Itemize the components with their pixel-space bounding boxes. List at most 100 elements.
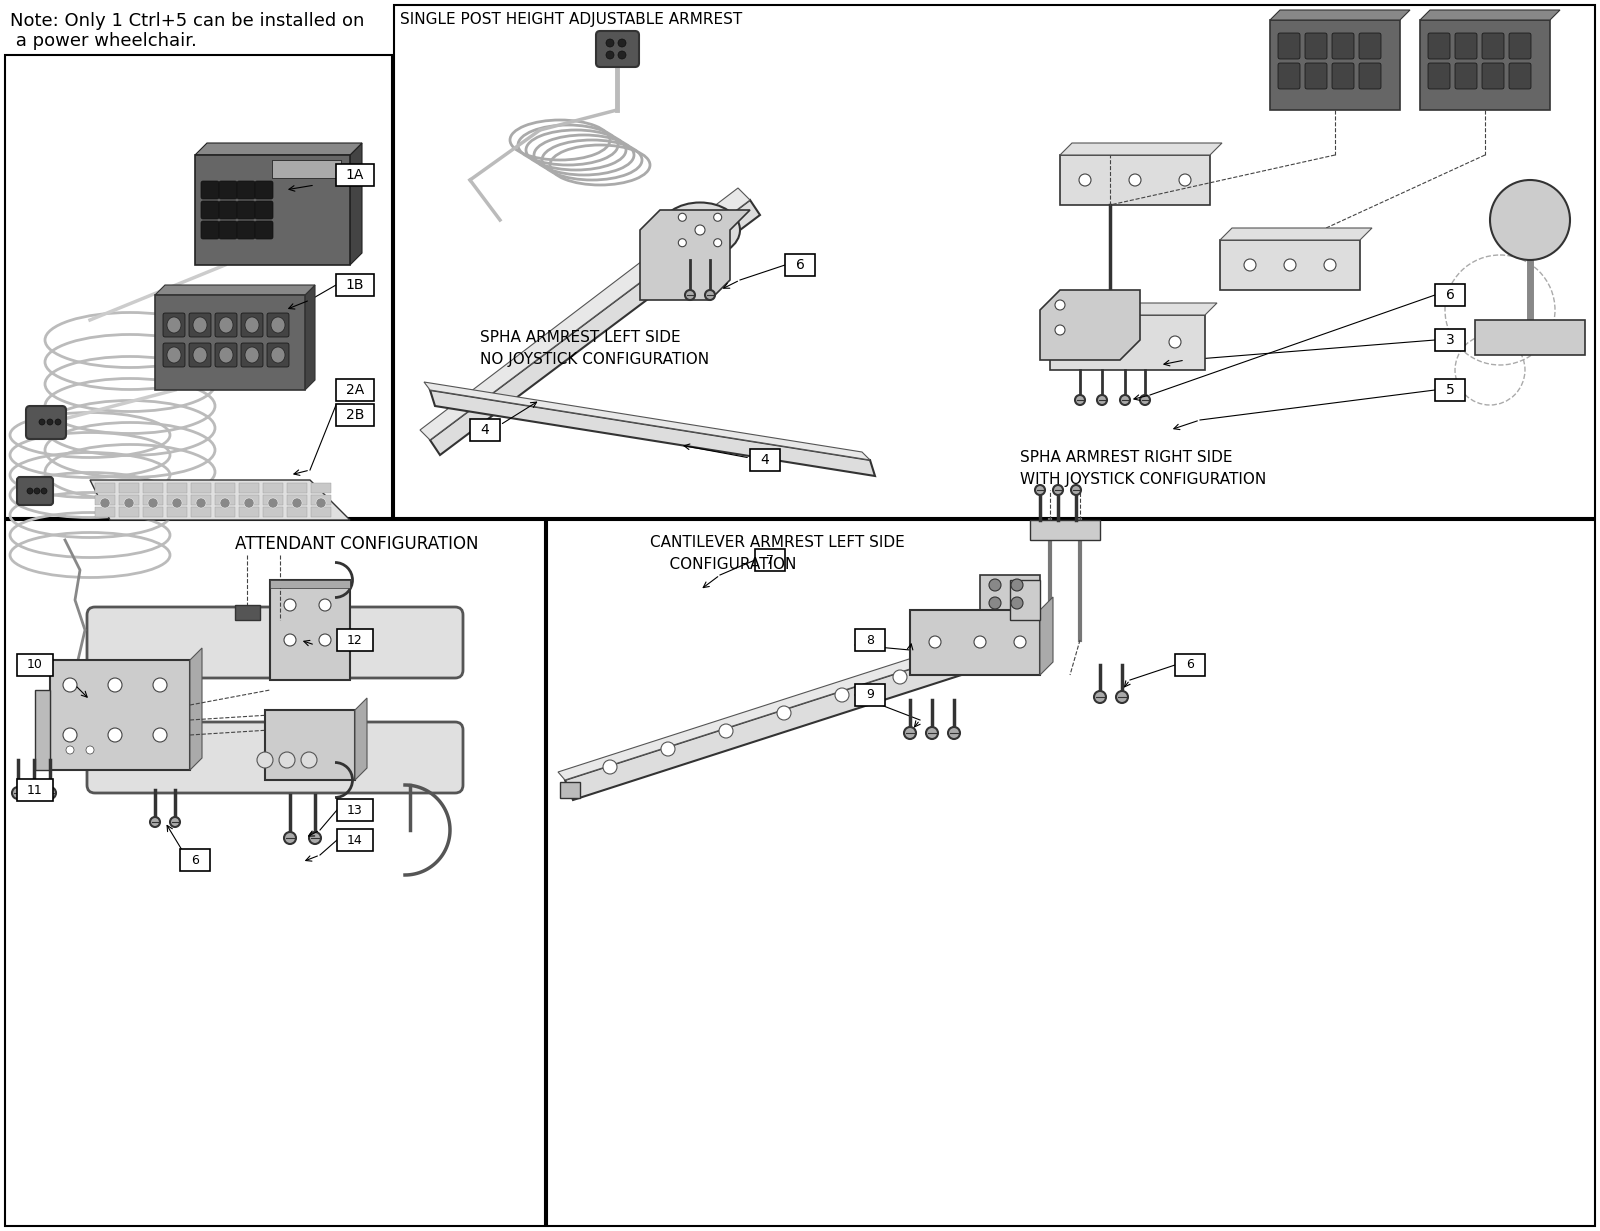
Bar: [338, 799, 373, 821]
Bar: [338, 828, 373, 851]
FancyBboxPatch shape: [1306, 33, 1326, 59]
Circle shape: [1245, 259, 1256, 271]
Circle shape: [1014, 636, 1026, 648]
Circle shape: [258, 752, 274, 768]
Circle shape: [147, 499, 158, 508]
FancyBboxPatch shape: [254, 181, 274, 199]
Circle shape: [835, 688, 850, 702]
Circle shape: [685, 291, 694, 300]
Bar: [1030, 519, 1101, 540]
Bar: [166, 495, 187, 505]
Text: 10: 10: [27, 659, 43, 671]
Bar: [755, 549, 786, 571]
Bar: [1435, 329, 1466, 351]
Polygon shape: [350, 143, 362, 265]
Text: 2B: 2B: [346, 407, 365, 422]
Bar: [190, 483, 211, 492]
Circle shape: [1118, 336, 1131, 348]
Circle shape: [269, 499, 278, 508]
Circle shape: [42, 487, 46, 494]
FancyBboxPatch shape: [26, 406, 66, 439]
FancyBboxPatch shape: [1278, 33, 1299, 59]
Circle shape: [38, 419, 45, 425]
Ellipse shape: [270, 347, 285, 363]
Text: 5: 5: [1446, 383, 1454, 398]
Polygon shape: [306, 286, 315, 390]
Bar: [262, 483, 283, 492]
FancyBboxPatch shape: [1482, 63, 1504, 89]
Polygon shape: [558, 632, 1000, 780]
Circle shape: [318, 599, 331, 611]
Text: 2A: 2A: [346, 383, 365, 398]
Text: CANTILEVER ARMREST LEFT SIDE: CANTILEVER ARMREST LEFT SIDE: [650, 535, 904, 550]
FancyBboxPatch shape: [1306, 63, 1326, 89]
Text: 6: 6: [190, 853, 198, 867]
FancyBboxPatch shape: [214, 313, 237, 337]
Bar: [18, 779, 53, 801]
Text: a power wheelchair.: a power wheelchair.: [10, 32, 197, 50]
Bar: [854, 629, 885, 651]
Circle shape: [904, 728, 915, 739]
Bar: [470, 419, 499, 441]
Bar: [310, 483, 331, 492]
Circle shape: [170, 817, 179, 827]
Text: SINGLE POST HEIGHT ADJUSTABLE ARMREST: SINGLE POST HEIGHT ADJUSTABLE ARMREST: [400, 12, 742, 27]
Bar: [235, 604, 259, 620]
Circle shape: [99, 499, 110, 508]
Circle shape: [13, 787, 24, 799]
Circle shape: [1069, 336, 1082, 348]
Circle shape: [34, 487, 40, 494]
Circle shape: [714, 239, 722, 246]
Polygon shape: [424, 382, 870, 460]
Circle shape: [989, 597, 1002, 609]
Bar: [750, 449, 781, 471]
Bar: [854, 684, 885, 707]
Bar: [94, 483, 115, 492]
FancyBboxPatch shape: [1454, 33, 1477, 59]
Text: 4: 4: [480, 423, 490, 437]
Circle shape: [109, 728, 122, 742]
Bar: [270, 580, 350, 680]
Bar: [142, 483, 163, 492]
Circle shape: [1325, 259, 1336, 271]
Circle shape: [66, 746, 74, 755]
Bar: [5, 55, 392, 518]
Circle shape: [62, 678, 77, 692]
Bar: [214, 483, 235, 492]
FancyBboxPatch shape: [237, 222, 254, 239]
FancyBboxPatch shape: [202, 222, 219, 239]
FancyBboxPatch shape: [163, 313, 186, 337]
Circle shape: [46, 419, 53, 425]
Bar: [310, 507, 331, 517]
Ellipse shape: [194, 318, 206, 334]
Text: 1B: 1B: [346, 278, 365, 292]
Ellipse shape: [194, 347, 206, 363]
Circle shape: [947, 728, 960, 739]
Bar: [286, 483, 307, 492]
FancyBboxPatch shape: [1509, 33, 1531, 59]
Text: 9: 9: [866, 688, 874, 702]
Polygon shape: [195, 143, 362, 155]
Bar: [1221, 240, 1360, 291]
Ellipse shape: [166, 347, 181, 363]
Circle shape: [278, 752, 294, 768]
Text: 12: 12: [347, 634, 363, 646]
Circle shape: [1011, 579, 1022, 591]
Polygon shape: [35, 691, 50, 771]
FancyBboxPatch shape: [242, 313, 262, 337]
Circle shape: [678, 239, 686, 246]
Circle shape: [221, 499, 230, 508]
Circle shape: [285, 832, 296, 844]
Bar: [1059, 155, 1210, 206]
Circle shape: [62, 728, 77, 742]
Bar: [94, 495, 115, 505]
FancyBboxPatch shape: [254, 201, 274, 219]
Bar: [1475, 320, 1586, 355]
FancyBboxPatch shape: [219, 181, 237, 199]
Circle shape: [926, 728, 938, 739]
Circle shape: [1490, 180, 1570, 260]
Bar: [266, 710, 355, 780]
Circle shape: [618, 50, 626, 59]
Bar: [155, 295, 306, 390]
Text: 1A: 1A: [346, 167, 365, 182]
